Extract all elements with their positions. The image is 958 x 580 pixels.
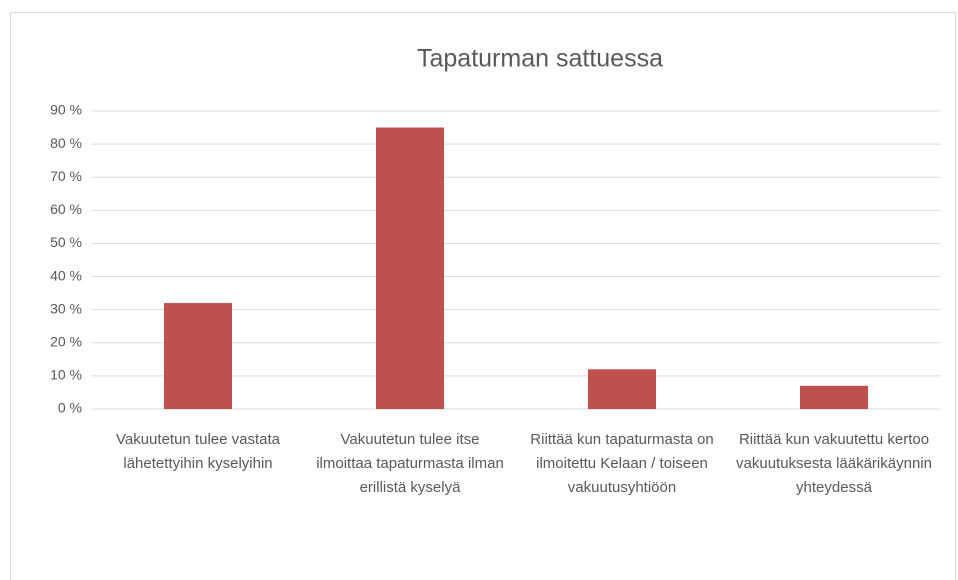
y-tick-label: 80 % <box>50 135 82 151</box>
y-tick-label: 0 % <box>58 400 82 416</box>
chart-frame <box>10 12 956 580</box>
y-tick-label: 40 % <box>50 267 82 283</box>
y-tick-label: 20 % <box>50 333 82 349</box>
chart-title: Tapaturman sattuessa <box>417 45 663 73</box>
y-tick-label: 10 % <box>50 367 82 383</box>
bar <box>800 385 868 409</box>
x-tick-label: Riittää kun tapaturmasta on ilmoitettu K… <box>530 431 714 496</box>
bar <box>588 369 656 409</box>
y-tick-label: 70 % <box>50 168 82 184</box>
x-tick-label: Riittää kun vakuutettu kertoo vakuutukse… <box>736 431 932 496</box>
bar <box>164 303 232 409</box>
y-tick-label: 50 % <box>50 234 82 250</box>
y-tick-label: 60 % <box>50 201 82 217</box>
y-tick-label: 90 % <box>50 102 82 118</box>
x-tick-label: Vakuutetun tulee vastata lähetettyihin k… <box>115 431 280 472</box>
y-tick-label: 30 % <box>50 300 82 316</box>
bar <box>376 127 444 410</box>
x-tick-label: Vakuutetun tulee itse ilmoittaa tapaturm… <box>316 431 504 496</box>
